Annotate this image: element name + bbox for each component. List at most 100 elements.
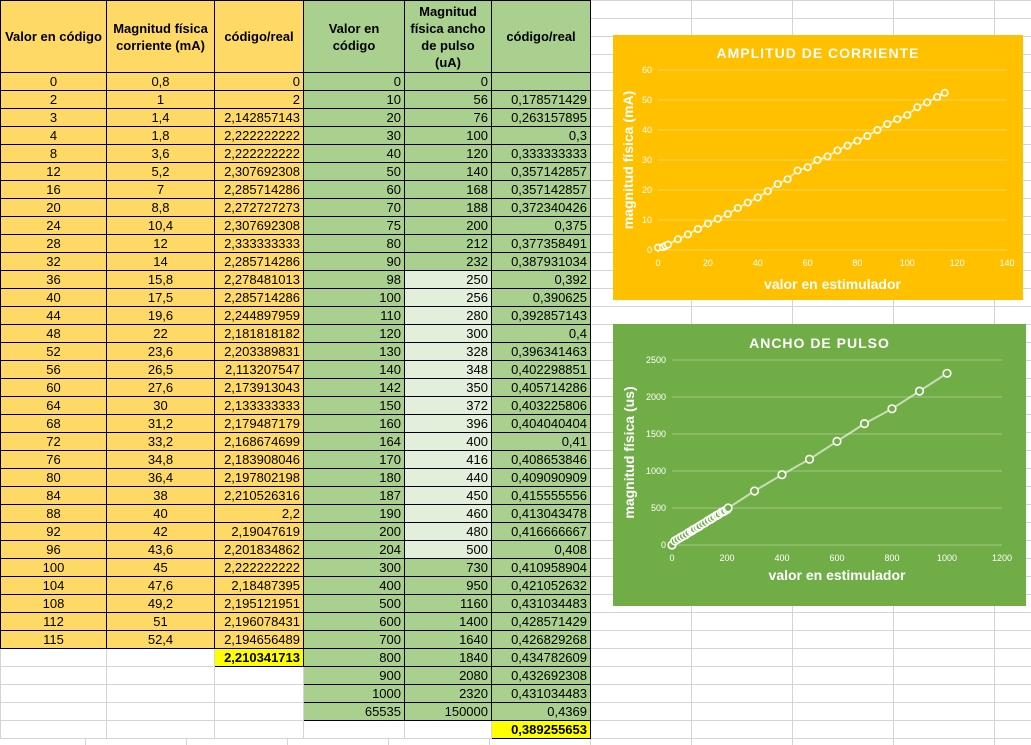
table-cell[interactable]: 1400: [404, 612, 492, 631]
column-header[interactable]: código/real: [214, 0, 304, 73]
table-cell[interactable]: 28: [0, 234, 107, 253]
table-cell[interactable]: 40: [303, 144, 405, 163]
table-cell[interactable]: 200: [404, 216, 492, 235]
table-cell[interactable]: 256: [404, 288, 492, 307]
table-cell[interactable]: 2,210341713: [214, 648, 304, 667]
table-cell[interactable]: 12: [106, 234, 215, 253]
table-cell[interactable]: 80: [303, 234, 405, 253]
column-header[interactable]: Magnitud física ancho de pulso (uA): [404, 0, 492, 73]
table-cell[interactable]: 164: [303, 432, 405, 451]
table-cell[interactable]: 0,389255653: [491, 720, 591, 739]
table-cell[interactable]: 600: [303, 612, 405, 631]
table-cell[interactable]: 30: [106, 396, 215, 415]
table-cell[interactable]: 7: [106, 180, 215, 199]
table-cell[interactable]: 2,197802198: [214, 468, 304, 487]
table-cell[interactable]: 51: [106, 612, 215, 631]
table-cell[interactable]: 2320: [404, 684, 492, 703]
table-cell[interactable]: 33,2: [106, 432, 215, 451]
table-cell[interactable]: 2,173913043: [214, 378, 304, 397]
table-cell[interactable]: 0,387931034: [491, 252, 591, 271]
table-cell[interactable]: 108: [0, 594, 107, 613]
table-cell[interactable]: [0, 720, 107, 739]
table-cell[interactable]: 2,142857143: [214, 108, 304, 127]
table-cell[interactable]: 2: [214, 90, 304, 109]
table-cell[interactable]: 3: [0, 108, 107, 127]
table-cell[interactable]: [214, 684, 304, 703]
table-cell[interactable]: 0,396341463: [491, 342, 591, 361]
table-cell[interactable]: 130: [303, 342, 405, 361]
table-cell[interactable]: 47,6: [106, 576, 215, 595]
table-cell[interactable]: 0,4: [491, 324, 591, 343]
table-cell[interactable]: 0,357142857: [491, 162, 591, 181]
table-cell[interactable]: 2,222222222: [214, 126, 304, 145]
table-cell[interactable]: 0,372340426: [491, 198, 591, 217]
table-cell[interactable]: 115: [0, 630, 107, 649]
table-cell[interactable]: 70: [303, 198, 405, 217]
table-cell[interactable]: 0,426829268: [491, 630, 591, 649]
table-cell[interactable]: 0,416666667: [491, 522, 591, 541]
table-cell[interactable]: 2,307692308: [214, 162, 304, 181]
table-cell[interactable]: 700: [303, 630, 405, 649]
table-cell[interactable]: 900: [303, 666, 405, 685]
table-cell[interactable]: 2,168674699: [214, 432, 304, 451]
table-cell[interactable]: [0, 702, 107, 721]
table-cell[interactable]: [106, 648, 215, 667]
table-cell[interactable]: 400: [303, 576, 405, 595]
table-cell[interactable]: 2,18487395: [214, 576, 304, 595]
table-cell[interactable]: 2,201834862: [214, 540, 304, 559]
column-header[interactable]: Valor en código: [303, 0, 405, 73]
table-cell[interactable]: 16: [0, 180, 107, 199]
table-cell[interactable]: [106, 702, 215, 721]
table-cell[interactable]: [106, 666, 215, 685]
table-cell[interactable]: 2,19047619: [214, 522, 304, 541]
table-cell[interactable]: 20: [303, 108, 405, 127]
table-cell[interactable]: 14: [106, 252, 215, 271]
table-cell[interactable]: 0,405714286: [491, 378, 591, 397]
table-cell[interactable]: 43,6: [106, 540, 215, 559]
table-cell[interactable]: 0,403225806: [491, 396, 591, 415]
table-cell[interactable]: 0,413043478: [491, 504, 591, 523]
table-cell[interactable]: 2,195121951: [214, 594, 304, 613]
table-cell[interactable]: 0,8: [106, 72, 215, 91]
table-cell[interactable]: 10: [303, 90, 405, 109]
table-cell[interactable]: 0,408: [491, 540, 591, 559]
table-cell[interactable]: 0,415555556: [491, 486, 591, 505]
table-cell[interactable]: 100: [404, 126, 492, 145]
table-cell[interactable]: 2,222222222: [214, 144, 304, 163]
table-cell[interactable]: 140: [303, 360, 405, 379]
column-header[interactable]: Valor en código: [0, 0, 107, 73]
table-cell[interactable]: 440: [404, 468, 492, 487]
table-cell[interactable]: 150000: [404, 702, 492, 721]
table-cell[interactable]: [491, 72, 591, 91]
table-cell[interactable]: 0,178571429: [491, 90, 591, 109]
table-cell[interactable]: 98: [303, 270, 405, 289]
table-cell[interactable]: 187: [303, 486, 405, 505]
table-cell[interactable]: 2,244897959: [214, 306, 304, 325]
table-cell[interactable]: 300: [404, 324, 492, 343]
table-cell[interactable]: 34,8: [106, 450, 215, 469]
table-cell[interactable]: 80: [0, 468, 107, 487]
table-cell[interactable]: 56: [0, 360, 107, 379]
table-cell[interactable]: 1,8: [106, 126, 215, 145]
table-cell[interactable]: 328: [404, 342, 492, 361]
table-cell[interactable]: 480: [404, 522, 492, 541]
table-cell[interactable]: 84: [0, 486, 107, 505]
table-cell[interactable]: 2080: [404, 666, 492, 685]
table-cell[interactable]: 100: [0, 558, 107, 577]
table-cell[interactable]: 90: [303, 252, 405, 271]
table-cell[interactable]: [404, 720, 492, 739]
table-cell[interactable]: 2,133333333: [214, 396, 304, 415]
table-cell[interactable]: 150: [303, 396, 405, 415]
table-cell[interactable]: 2,203389831: [214, 342, 304, 361]
table-cell[interactable]: 0,408653846: [491, 450, 591, 469]
table-cell[interactable]: 0: [404, 72, 492, 91]
table-cell[interactable]: 460: [404, 504, 492, 523]
table-cell[interactable]: 188: [404, 198, 492, 217]
table-cell[interactable]: [106, 684, 215, 703]
table-cell[interactable]: [214, 720, 304, 739]
table-cell[interactable]: 2,181818182: [214, 324, 304, 343]
table-cell[interactable]: 2,196078431: [214, 612, 304, 631]
table-cell[interactable]: 800: [303, 648, 405, 667]
table-cell[interactable]: 0,333333333: [491, 144, 591, 163]
table-cell[interactable]: 2,113207547: [214, 360, 304, 379]
